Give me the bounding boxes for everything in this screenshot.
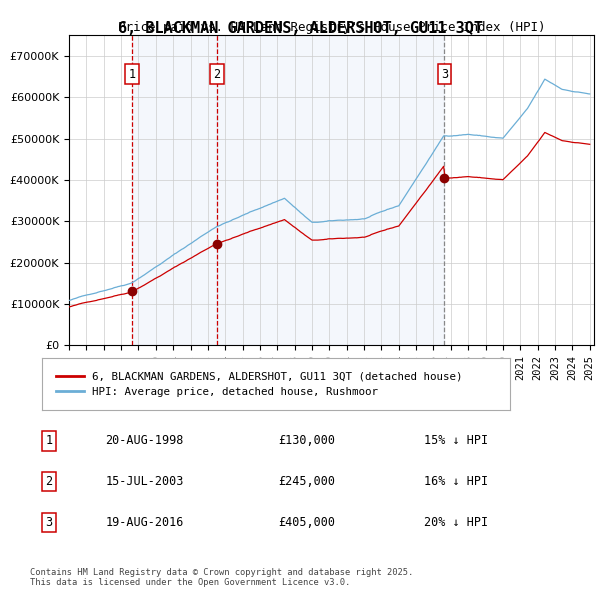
Text: 19-AUG-2016: 19-AUG-2016: [106, 516, 184, 529]
Text: 1: 1: [128, 68, 136, 81]
Text: 1: 1: [46, 434, 52, 447]
Title: Price paid vs. HM Land Registry's House Price Index (HPI): Price paid vs. HM Land Registry's House …: [118, 21, 545, 34]
Text: £245,000: £245,000: [278, 475, 335, 488]
Bar: [217, 35, 445, 345]
Text: £405,000: £405,000: [278, 516, 335, 529]
Text: 3: 3: [441, 68, 448, 81]
Text: 15-JUL-2003: 15-JUL-2003: [106, 475, 184, 488]
Text: 20-AUG-1998: 20-AUG-1998: [106, 434, 184, 447]
Text: 6, BLACKMAN GARDENS, ALDERSHOT, GU11 3QT: 6, BLACKMAN GARDENS, ALDERSHOT, GU11 3QT: [118, 21, 482, 36]
Text: £130,000: £130,000: [278, 434, 335, 447]
Bar: [132, 35, 217, 345]
Text: Contains HM Land Registry data © Crown copyright and database right 2025.
This d: Contains HM Land Registry data © Crown c…: [30, 568, 413, 587]
Text: 2: 2: [46, 475, 52, 488]
Text: 20% ↓ HPI: 20% ↓ HPI: [424, 516, 488, 529]
Legend: 6, BLACKMAN GARDENS, ALDERSHOT, GU11 3QT (detached house), HPI: Average price, d: 6, BLACKMAN GARDENS, ALDERSHOT, GU11 3QT…: [52, 367, 467, 401]
Text: 16% ↓ HPI: 16% ↓ HPI: [424, 475, 488, 488]
Text: 2: 2: [214, 68, 221, 81]
Text: 3: 3: [46, 516, 52, 529]
Text: 15% ↓ HPI: 15% ↓ HPI: [424, 434, 488, 447]
